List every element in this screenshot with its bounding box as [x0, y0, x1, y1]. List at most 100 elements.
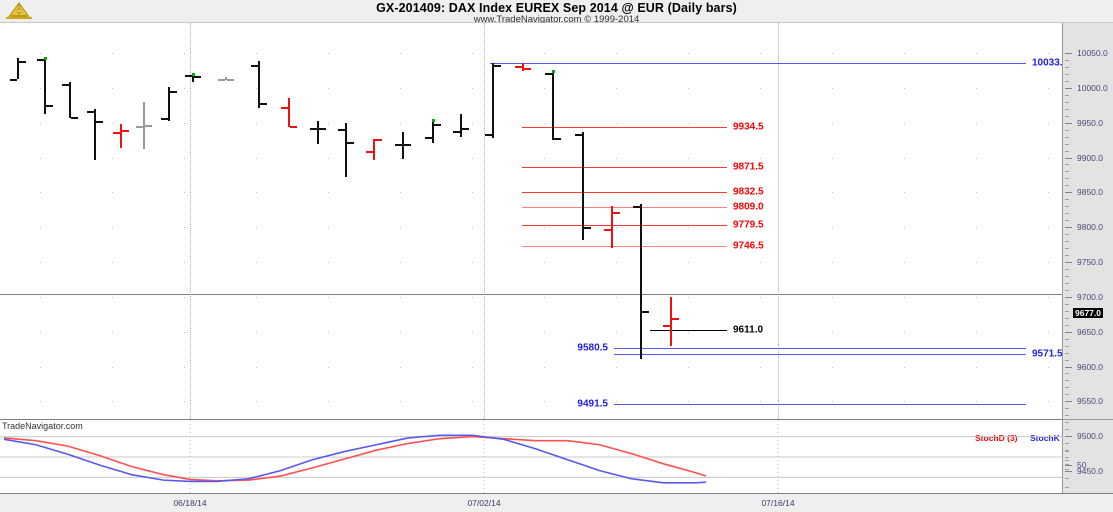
axis-minor-tick [1065, 150, 1069, 152]
grid-dot [544, 367, 545, 368]
axis-minor-tick [1065, 352, 1069, 354]
grid-dot [40, 262, 41, 263]
axis-minor-tick [1065, 317, 1069, 319]
axis-tick-label: 10050.0 [1077, 48, 1108, 58]
axis-minor-tick [1065, 387, 1069, 389]
bar-high-low [69, 82, 71, 119]
price-level-line[interactable] [614, 404, 1026, 405]
axis-tick-label: 9500.0 [1077, 431, 1103, 442]
grid-dot [256, 53, 257, 54]
grid-dot [544, 158, 545, 159]
price-level-label: 9746.5 [733, 240, 764, 252]
price-level-line[interactable] [490, 63, 1026, 64]
price-level-line[interactable] [522, 246, 727, 247]
grid-dot [976, 401, 977, 402]
grid-dot [1048, 192, 1049, 193]
grid-dot [904, 332, 905, 333]
price-level-line[interactable] [522, 167, 727, 168]
grid-dot [400, 367, 401, 368]
grid-dot [328, 262, 329, 263]
grid-dot [832, 123, 833, 124]
lower-price-pane[interactable] [0, 296, 1062, 419]
price-level-line[interactable] [522, 192, 727, 193]
price-level-line[interactable] [650, 330, 727, 331]
grid-dot [832, 227, 833, 228]
axis-minor-tick [1065, 178, 1069, 180]
price-level-label: 10033.0 [1032, 57, 1069, 69]
grid-dot [184, 123, 185, 124]
grid-dot [472, 262, 473, 263]
grid-dot [976, 192, 977, 193]
price-level-line[interactable] [522, 207, 727, 208]
grid-dot [400, 262, 401, 263]
bar-open-tick [136, 126, 143, 129]
bar-open-tick [338, 128, 345, 131]
stochastic-pane[interactable]: TradeNavigator.com StochD (3) StochK (14… [0, 419, 1084, 494]
grid-dot [112, 123, 113, 124]
grid-dot [832, 88, 833, 89]
axis-minor-tick [1065, 422, 1069, 424]
grid-dot [760, 192, 761, 193]
axis-minor-tick [1065, 338, 1069, 340]
price-chart-pane[interactable] [0, 23, 1062, 295]
price-level-line[interactable] [614, 354, 1026, 355]
grid-dot [256, 367, 257, 368]
axis-minor-tick [1065, 373, 1069, 375]
bar-close-tick [319, 127, 326, 130]
axis-minor-tick [1065, 268, 1069, 270]
axis-tick [1065, 296, 1072, 298]
axis-minor-tick [1065, 408, 1069, 410]
bar-close-tick [145, 124, 152, 127]
axis-minor-tick [1065, 255, 1069, 257]
axis-minor-tick [1065, 429, 1069, 431]
grid-dot [904, 262, 905, 263]
price-axis-right[interactable]: 10050.0 10000.0 9950.0 9900.0 9850.0 9800.0 97… [1062, 23, 1113, 512]
stoch-axis-minor-tick [1065, 451, 1069, 452]
axis-minor-tick [1065, 289, 1069, 291]
price-level-label: 9580.5 [577, 342, 608, 354]
grid-dot [184, 401, 185, 402]
axis-minor-tick [1065, 66, 1069, 68]
bar-close-tick [227, 78, 234, 81]
bar-open-tick [663, 324, 670, 327]
price-level-label: 9571.5 [1032, 348, 1063, 360]
grid-dot [112, 88, 113, 89]
watermark-text: TradeNavigator.com [2, 421, 83, 431]
bar-close-tick [524, 68, 531, 71]
stoch-axis-minor-tick [1065, 460, 1069, 461]
bar-close-tick [584, 227, 591, 230]
grid-dot [112, 227, 113, 228]
date-axis-bottom[interactable]: 06/18/14 07/02/14 07/16/14 [0, 493, 1113, 512]
grid-dot [184, 297, 185, 298]
bar-high-low [225, 76, 227, 81]
bar-signal-marker-icon [192, 72, 195, 76]
grid-dot [904, 123, 905, 124]
bar-signal-marker-icon [432, 118, 435, 122]
grid-dot [976, 53, 977, 54]
price-level-line[interactable] [614, 348, 1026, 349]
grid-dot [328, 297, 329, 298]
grid-dot [184, 192, 185, 193]
bar-high-low [402, 131, 404, 159]
price-level-label: 9491.5 [577, 398, 608, 410]
grid-dot [616, 53, 617, 54]
grid-dot [904, 227, 905, 228]
grid-dot [400, 158, 401, 159]
bar-open-tick [251, 64, 258, 67]
grid-dot [472, 123, 473, 124]
axis-tick [1065, 331, 1072, 333]
stoch-series-line [3, 434, 707, 484]
grid-dot [976, 123, 977, 124]
price-level-label: 9934.5 [733, 121, 764, 133]
grid-dot [616, 123, 617, 124]
price-level-line[interactable] [522, 127, 727, 128]
grid-dot [328, 227, 329, 228]
bar-open-tick [453, 131, 460, 134]
axis-minor-tick [1065, 59, 1069, 61]
grid-dot [1048, 227, 1049, 228]
grid-dot [616, 367, 617, 368]
bar-close-tick [554, 137, 561, 140]
grid-dot [400, 88, 401, 89]
axis-minor-tick [1065, 108, 1069, 110]
price-level-line[interactable] [522, 225, 727, 226]
